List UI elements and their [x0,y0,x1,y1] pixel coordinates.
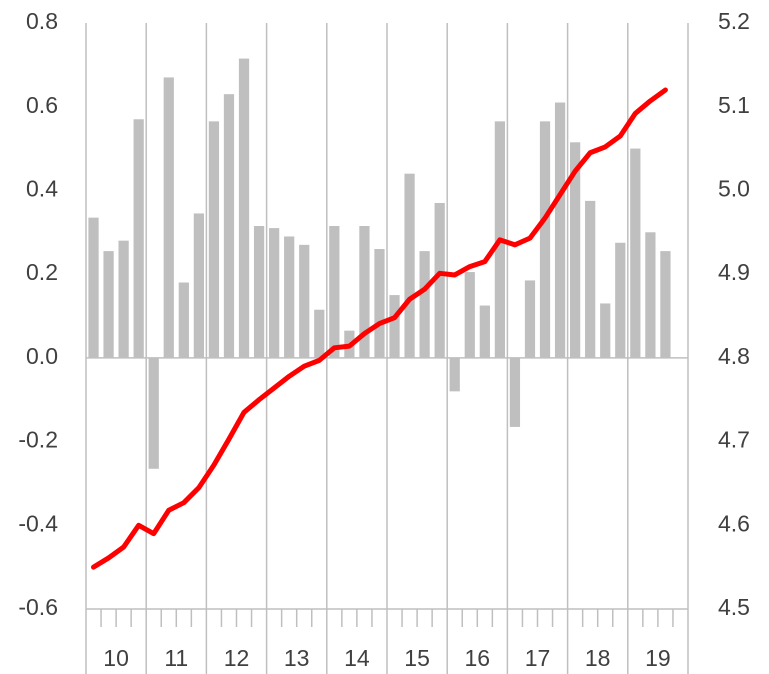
bar [238,58,250,358]
y2-tick-label: 4.7 [718,427,750,453]
bar [464,272,475,358]
bar [479,305,490,358]
bar [88,217,99,358]
y-tick-label: 0.8 [26,8,58,34]
y-tick-label: 0.2 [26,259,58,285]
bar [389,295,400,358]
bar [148,357,159,469]
bar [660,251,671,358]
y2-tick-label: 4.6 [718,510,750,536]
y2-tick-label: 5.0 [718,176,750,202]
y2-tick-label: 4.8 [718,343,750,369]
bar [314,309,325,358]
bar [630,148,641,358]
x-tick-label: 15 [404,645,430,671]
bar [434,202,445,358]
bar [645,232,656,358]
bar [419,251,430,358]
bar [163,77,174,358]
bar [554,102,566,358]
bar [223,94,235,358]
bar [193,213,204,358]
bar [449,357,460,392]
x-tick-label: 18 [585,645,611,671]
x-tick-label: 10 [103,645,129,671]
bar [253,226,265,358]
bar [524,280,536,358]
bar [299,244,310,358]
x-tick-label: 19 [645,645,671,671]
x-tick-label: 17 [525,645,551,671]
y-tick-label: -0.2 [18,427,58,453]
bar [509,357,521,427]
bar [585,200,596,358]
bar [284,236,295,358]
y-tick-label: 0.6 [26,92,58,118]
bar [615,242,626,358]
y2-tick-label: 4.5 [718,594,750,620]
bar [269,228,280,358]
bar [600,303,611,358]
bar [178,282,189,358]
y-tick-label: 0.0 [26,343,58,369]
y-tick-label: -0.6 [18,594,58,620]
bar [359,226,370,358]
line [91,87,668,570]
bar [539,121,551,358]
y2-tick-label: 5.2 [718,8,750,34]
x-tick-label: 12 [224,645,250,671]
y2-tick-label: 5.1 [718,92,750,118]
x-tick-label: 13 [284,645,310,671]
bar [404,173,415,358]
y2-tick-label: 4.9 [718,259,750,285]
x-tick-label: 11 [164,645,188,671]
bar [329,226,340,358]
bar [374,249,385,358]
bar [208,121,220,358]
x-tick-label: 14 [344,645,370,671]
y-tick-label: -0.4 [18,510,58,536]
bar [103,251,114,358]
bar [133,119,144,358]
y-tick-label: 0.4 [26,176,58,202]
bar [570,142,581,358]
bar [118,240,129,358]
x-tick-label: 16 [465,645,491,671]
